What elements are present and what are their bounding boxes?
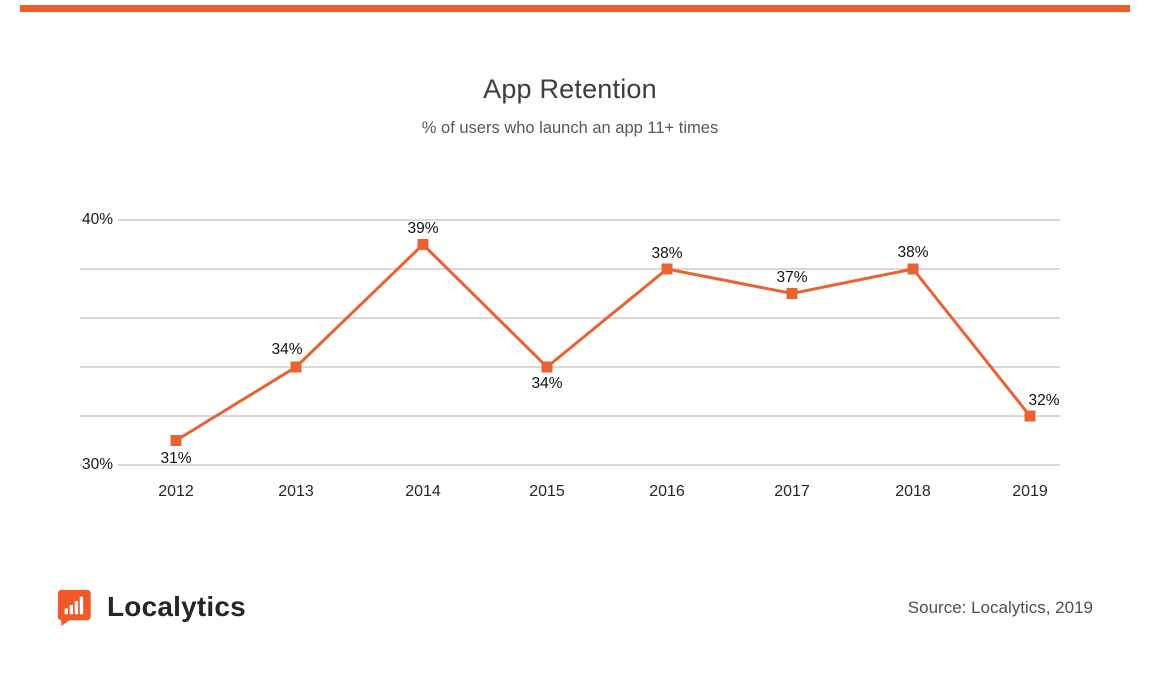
source-attribution: Source: Localytics, 2019 [907,598,1093,617]
localytics-logo-text: Localytics [107,591,246,622]
series-line [175,242,1032,442]
y-axis-label: 30% [82,456,119,474]
gridline [80,415,1060,417]
y-axis-label: 40% [82,211,119,229]
x-axis-label: 2012 [158,483,194,500]
data-point-marker [170,435,182,446]
x-axis-label: 2013 [278,483,314,500]
gridline [80,317,1060,319]
x-axis-label: 2017 [774,483,810,500]
x-axis-label: 2015 [529,483,565,500]
chart-title: App Retention [483,74,657,104]
x-axis-label: 2016 [649,483,685,500]
data-point-marker [290,361,302,373]
data-point-label: 34% [531,375,563,392]
data-point-label: 39% [407,219,439,237]
data-point-label: 32% [1028,392,1060,409]
data-point-marker [1024,410,1036,422]
x-axis-label: 2019 [1012,483,1048,500]
data-point-marker [417,239,429,250]
x-axis-label: 2018 [895,483,931,500]
data-point-marker [541,361,553,373]
gridline [80,366,1060,368]
data-point-label: 38% [651,245,683,262]
brand-accent-topbar [20,5,1130,12]
data-point-marker [661,263,673,275]
x-axis-label: 2014 [405,483,441,500]
data-point-label: 31% [160,449,192,467]
gridline [80,268,1060,270]
data-point-label: 37% [776,268,808,286]
gridline [80,219,1060,221]
gridline [80,464,1060,466]
data-point-marker [907,263,919,275]
localytics-logo-icon [57,589,91,627]
data-point-label: 38% [897,244,929,261]
data-point-label: 34% [271,341,303,358]
data-point-marker [786,288,798,299]
chart-subtitle: % of users who launch an app 11+ times [421,119,719,137]
